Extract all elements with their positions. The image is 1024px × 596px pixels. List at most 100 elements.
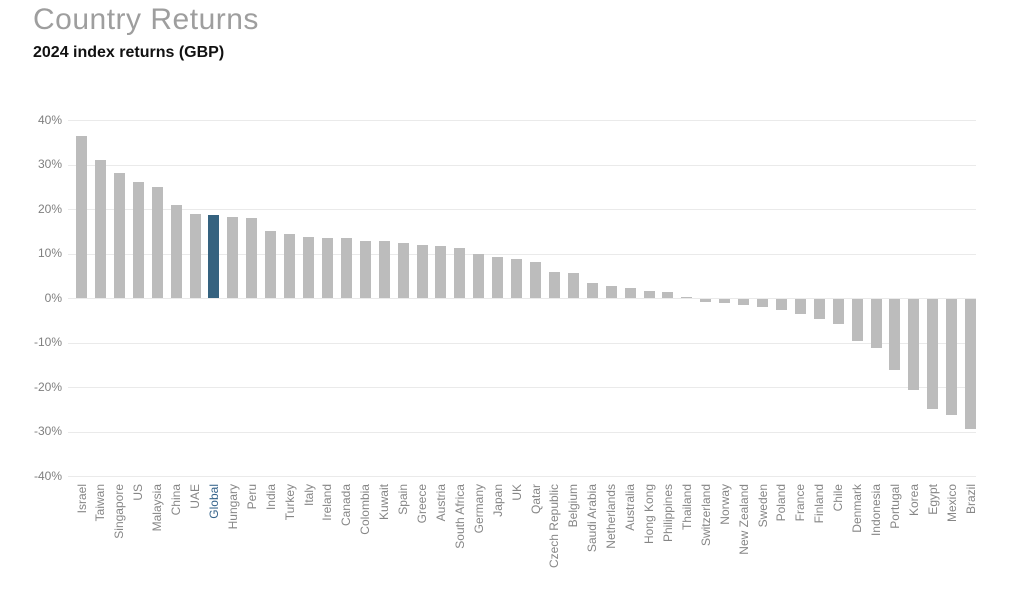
bar-china	[170, 204, 182, 299]
x-axis-label-egypt: Egypt	[925, 484, 940, 515]
x-axis-label-turkey: Turkey	[282, 484, 297, 521]
x-axis-label-qatar: Qatar	[528, 484, 543, 515]
y-axis-tick-40: 40%	[37, 112, 62, 127]
bar-netherlands	[605, 286, 617, 298]
x-axis-label-portugal: Portugal	[887, 484, 902, 529]
x-axis-label-singapore: Singapore	[112, 484, 127, 539]
gridline-20	[68, 209, 976, 210]
bar-spain	[397, 243, 409, 298]
bar-australia	[624, 288, 636, 298]
x-axis-label-malaysia: Malaysia	[150, 484, 165, 532]
bar-south-africa	[454, 247, 466, 298]
y-axis-tick-0: 0%	[44, 290, 62, 305]
bar-malaysia	[151, 186, 163, 299]
bar-turkey	[284, 233, 295, 298]
bar-sweden	[757, 299, 768, 307]
bar-new-zealand	[738, 299, 749, 305]
gridline-30	[68, 164, 976, 166]
bar-germany	[473, 254, 485, 298]
x-axis-label-india: India	[263, 484, 278, 511]
x-axis-label-mexico: Mexico	[944, 484, 959, 523]
x-axis-label-korea: Korea	[906, 484, 921, 517]
bar-austria	[435, 245, 447, 298]
x-axis-label-canada: Canada	[339, 484, 354, 527]
bar-korea	[908, 299, 920, 391]
x-axis-label-australia: Australia	[623, 484, 637, 531]
bar-qatar	[530, 262, 541, 298]
x-axis-label-brazil: Brazil	[963, 484, 978, 515]
bar-canada	[340, 237, 352, 298]
gridline--30	[68, 431, 976, 433]
x-axis-label-china: China	[169, 484, 183, 516]
chart-subtitle: 2024 index returns (GBP)	[33, 44, 225, 61]
bar-norway	[719, 299, 731, 303]
x-axis-label-global: Global	[206, 484, 221, 519]
y-axis-tick--30: -30%	[33, 424, 62, 438]
x-axis-label-netherlands: Netherlands	[604, 484, 619, 549]
bar-thailand	[681, 297, 693, 298]
x-axis-label-taiwan: Taiwan	[93, 484, 108, 522]
bar-colombia	[359, 240, 371, 298]
bar-portugal	[889, 299, 901, 370]
bar-czech-republic	[548, 271, 560, 298]
bar-india	[265, 230, 277, 298]
bar-france	[794, 299, 806, 314]
y-axis-tick-30: 30%	[37, 157, 62, 171]
bar-hong-kong	[643, 291, 655, 298]
gridline--40	[68, 476, 976, 477]
bar-saudi-arabia	[586, 283, 598, 298]
x-axis-label-italy: Italy	[301, 484, 316, 507]
x-axis-label-poland: Poland	[774, 484, 789, 522]
bar-denmark	[851, 299, 863, 342]
x-axis-label-spain: Spain	[396, 484, 410, 515]
bar-uae	[189, 214, 201, 298]
y-axis-tick--20: -20%	[33, 379, 62, 394]
x-axis-label-israel: Israel	[74, 484, 89, 514]
gridline-0	[68, 298, 976, 299]
x-axis-label-sweden: Sweden	[755, 484, 770, 528]
bar-singapore	[113, 172, 125, 298]
x-axis-label-chile: Chile	[831, 484, 846, 512]
bar-taiwan	[94, 160, 106, 298]
bar-indonesia	[870, 299, 882, 348]
bar-chile	[832, 299, 844, 324]
bar-global	[208, 215, 220, 298]
x-axis-label-france: France	[793, 484, 808, 522]
x-axis-label-uae: UAE	[188, 484, 202, 509]
x-axis-label-philippines: Philippines	[660, 484, 675, 543]
x-axis-label-south-africa: South Africa	[452, 484, 467, 549]
x-axis-label-norway: Norway	[717, 484, 732, 525]
x-axis-label-new-zealand: New Zealand	[736, 484, 751, 555]
gridline--20	[68, 387, 976, 388]
bar-kuwait	[378, 241, 390, 298]
bar-peru	[246, 218, 258, 298]
x-axis-label-uk: UK	[509, 484, 524, 501]
y-axis-tick--10: -10%	[33, 335, 62, 349]
x-axis-label-japan: Japan	[490, 484, 505, 517]
x-axis-label-austria: Austria	[433, 484, 448, 522]
x-axis-label-greece: Greece	[415, 484, 429, 524]
x-axis-label-finland: Finland	[812, 484, 827, 524]
x-axis-label-ireland: Ireland	[320, 484, 335, 521]
chart-title: Country Returns	[33, 3, 259, 36]
bar-greece	[416, 245, 428, 298]
bar-belgium	[567, 273, 579, 298]
bar-finland	[813, 299, 825, 319]
bar-ireland	[321, 237, 333, 298]
x-axis-label-colombia: Colombia	[358, 484, 373, 535]
bar-hungary	[227, 217, 239, 298]
gridline-10	[68, 253, 976, 255]
bar-philippines	[662, 292, 674, 298]
x-axis-label-switzerland: Switzerland	[698, 484, 713, 547]
x-axis-label-kuwait: Kuwait	[377, 484, 392, 521]
bar-italy	[303, 236, 314, 298]
x-axis-label-thailand: Thailand	[679, 484, 694, 531]
y-axis-tick--40: -40%	[33, 468, 62, 483]
x-axis-label-hungary: Hungary	[225, 484, 240, 530]
bar-brazil	[965, 299, 976, 430]
x-axis-label-germany: Germany	[471, 484, 486, 534]
gridline--10	[68, 342, 976, 344]
bar-israel	[76, 135, 87, 298]
